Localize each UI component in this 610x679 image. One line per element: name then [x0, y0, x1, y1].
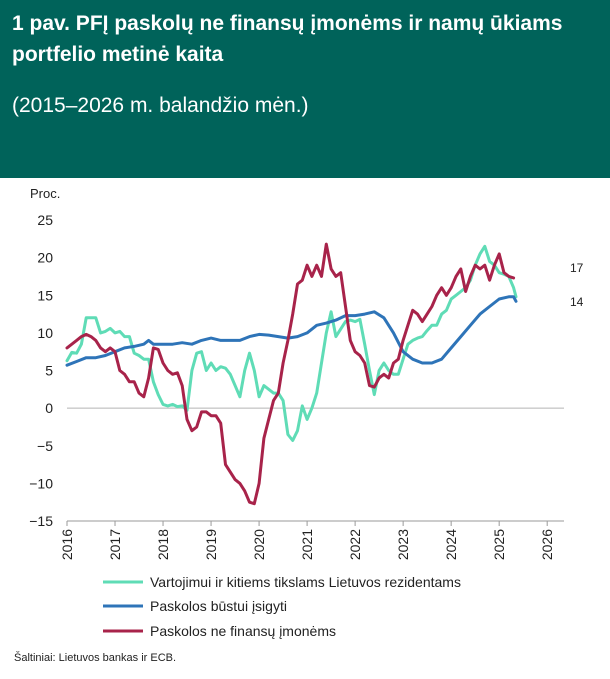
legend-label-nfc: Paskolos ne finansų įmonėms: [150, 623, 336, 639]
y-tick-label: 0: [45, 400, 53, 416]
series-lines: [65, 242, 518, 506]
x-tick-label: 2016: [59, 529, 75, 560]
x-tick-label: 2026: [539, 529, 555, 560]
y-tick-label: −5: [37, 438, 53, 454]
y-axis-label: Proc.: [30, 186, 60, 201]
chart-subtitle: (2015–2026 m. balandžio mėn.): [12, 94, 309, 117]
y-tick-label: 25: [37, 212, 53, 228]
end-label-housing: 14: [570, 295, 584, 309]
source-note: Šaltiniai: Lietuvos bankas ir ECB.: [14, 652, 177, 664]
y-tick-label: 5: [45, 363, 53, 379]
x-tick-label: 2024: [443, 529, 459, 560]
x-tick-label: 2019: [203, 529, 219, 560]
x-tick-label: 2018: [155, 529, 171, 560]
y-tick-label: 20: [37, 250, 53, 266]
x-tick-label: 2022: [347, 529, 363, 560]
x-tick-label: 2025: [491, 529, 507, 560]
y-tick-label: −15: [29, 513, 53, 529]
y-tick-label: 10: [37, 325, 53, 341]
legend-label-housing: Paskolos būstui įsigyti: [150, 598, 287, 614]
series-line-housing: [65, 295, 518, 367]
legend-label-consumer: Vartojimui ir kitiems tikslams Lietuvos …: [150, 574, 461, 590]
title-banner: 1 pav. PFĮ paskolų ne finansų įmonėms ir…: [0, 0, 610, 178]
y-axis-ticks: 25 20 15 10 5 0 −5 −10 −15: [29, 212, 53, 529]
x-tick-label: 2023: [395, 529, 411, 560]
x-tick-label: 2021: [299, 529, 315, 560]
y-tick-label: −10: [29, 475, 53, 491]
end-label-nfc: 17: [570, 261, 584, 275]
legend: Vartojimui ir kitiems tikslams Lietuvos …: [103, 574, 461, 639]
x-tick-label: 2017: [107, 529, 123, 560]
series-line-consumer: [65, 244, 518, 442]
x-tick-label: 2020: [251, 529, 267, 560]
chart-title: 1 pav. PFĮ paskolų ne finansų įmonėms ir…: [12, 12, 563, 66]
series-line-nfc: [65, 242, 516, 506]
y-tick-label: 15: [37, 287, 53, 303]
x-axis: 2016 2017 2018 2019 2020 2021 2022 2023 2024 2025…: [59, 407, 564, 560]
